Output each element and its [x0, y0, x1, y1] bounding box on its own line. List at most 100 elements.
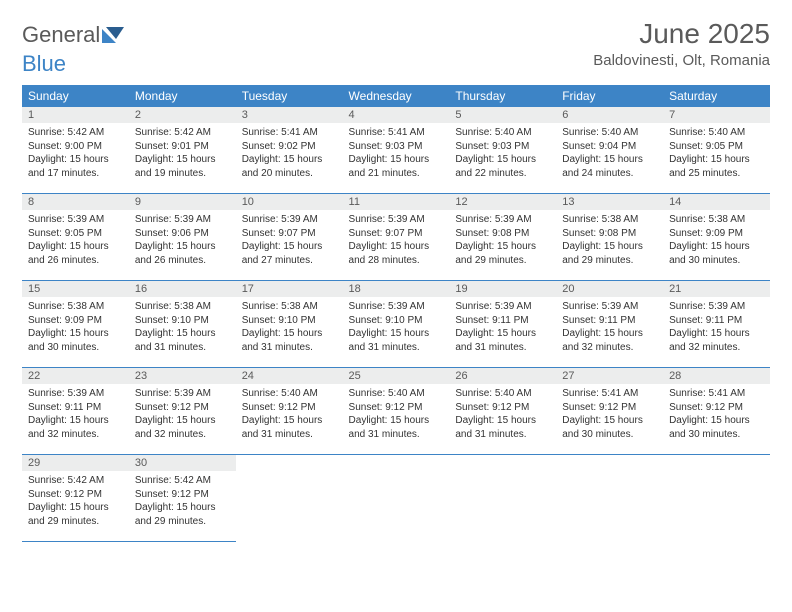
calendar-cell: 11Sunrise: 5:39 AMSunset: 9:07 PMDayligh…	[343, 194, 450, 281]
logo: General	[22, 22, 124, 48]
day-d2: and 27 minutes.	[242, 254, 337, 268]
day-number: 25	[343, 368, 450, 384]
calendar-row: 22Sunrise: 5:39 AMSunset: 9:11 PMDayligh…	[22, 368, 770, 455]
day-ss: Sunset: 9:07 PM	[349, 227, 444, 241]
day-header: Tuesday	[236, 85, 343, 107]
day-sr: Sunrise: 5:40 AM	[455, 126, 550, 140]
calendar-cell: 27Sunrise: 5:41 AMSunset: 9:12 PMDayligh…	[556, 368, 663, 455]
day-body: Sunrise: 5:39 AMSunset: 9:07 PMDaylight:…	[343, 210, 450, 271]
day-sr: Sunrise: 5:41 AM	[242, 126, 337, 140]
day-d1: Daylight: 15 hours	[349, 414, 444, 428]
day-ss: Sunset: 9:04 PM	[562, 140, 657, 154]
calendar-cell: 25Sunrise: 5:40 AMSunset: 9:12 PMDayligh…	[343, 368, 450, 455]
day-sr: Sunrise: 5:42 AM	[135, 126, 230, 140]
day-d2: and 29 minutes.	[455, 254, 550, 268]
calendar-row: 1Sunrise: 5:42 AMSunset: 9:00 PMDaylight…	[22, 107, 770, 194]
day-number: 16	[129, 281, 236, 297]
day-ss: Sunset: 9:05 PM	[669, 140, 764, 154]
day-d1: Daylight: 15 hours	[455, 240, 550, 254]
day-sr: Sunrise: 5:38 AM	[562, 213, 657, 227]
day-d2: and 31 minutes.	[349, 341, 444, 355]
day-body: Sunrise: 5:38 AMSunset: 9:10 PMDaylight:…	[236, 297, 343, 358]
day-body: Sunrise: 5:41 AMSunset: 9:02 PMDaylight:…	[236, 123, 343, 184]
day-d2: and 24 minutes.	[562, 167, 657, 181]
calendar-cell: 12Sunrise: 5:39 AMSunset: 9:08 PMDayligh…	[449, 194, 556, 281]
calendar-cell: 2Sunrise: 5:42 AMSunset: 9:01 PMDaylight…	[129, 107, 236, 194]
day-d2: and 21 minutes.	[349, 167, 444, 181]
day-sr: Sunrise: 5:41 AM	[669, 387, 764, 401]
day-d2: and 31 minutes.	[455, 341, 550, 355]
day-ss: Sunset: 9:11 PM	[28, 401, 123, 415]
calendar-cell: 3Sunrise: 5:41 AMSunset: 9:02 PMDaylight…	[236, 107, 343, 194]
day-body: Sunrise: 5:38 AMSunset: 9:08 PMDaylight:…	[556, 210, 663, 271]
day-sr: Sunrise: 5:39 AM	[28, 213, 123, 227]
day-d2: and 25 minutes.	[669, 167, 764, 181]
calendar-cell: 22Sunrise: 5:39 AMSunset: 9:11 PMDayligh…	[22, 368, 129, 455]
calendar-cell	[236, 455, 343, 542]
calendar-cell: 18Sunrise: 5:39 AMSunset: 9:10 PMDayligh…	[343, 281, 450, 368]
day-body: Sunrise: 5:40 AMSunset: 9:05 PMDaylight:…	[663, 123, 770, 184]
day-ss: Sunset: 9:12 PM	[135, 488, 230, 502]
day-ss: Sunset: 9:00 PM	[28, 140, 123, 154]
day-d1: Daylight: 15 hours	[135, 501, 230, 515]
day-d1: Daylight: 15 hours	[135, 153, 230, 167]
day-body: Sunrise: 5:41 AMSunset: 9:12 PMDaylight:…	[663, 384, 770, 445]
day-body: Sunrise: 5:40 AMSunset: 9:04 PMDaylight:…	[556, 123, 663, 184]
day-d1: Daylight: 15 hours	[28, 240, 123, 254]
day-body: Sunrise: 5:39 AMSunset: 9:07 PMDaylight:…	[236, 210, 343, 271]
day-body: Sunrise: 5:42 AMSunset: 9:01 PMDaylight:…	[129, 123, 236, 184]
calendar-cell: 26Sunrise: 5:40 AMSunset: 9:12 PMDayligh…	[449, 368, 556, 455]
day-number: 11	[343, 194, 450, 210]
day-d1: Daylight: 15 hours	[135, 240, 230, 254]
day-header: Monday	[129, 85, 236, 107]
day-ss: Sunset: 9:12 PM	[28, 488, 123, 502]
day-ss: Sunset: 9:02 PM	[242, 140, 337, 154]
calendar-cell: 14Sunrise: 5:38 AMSunset: 9:09 PMDayligh…	[663, 194, 770, 281]
day-d1: Daylight: 15 hours	[349, 153, 444, 167]
day-body: Sunrise: 5:40 AMSunset: 9:12 PMDaylight:…	[343, 384, 450, 445]
day-sr: Sunrise: 5:41 AM	[349, 126, 444, 140]
day-header: Sunday	[22, 85, 129, 107]
day-d1: Daylight: 15 hours	[669, 240, 764, 254]
day-number: 4	[343, 107, 450, 123]
day-d1: Daylight: 15 hours	[349, 240, 444, 254]
calendar-cell: 9Sunrise: 5:39 AMSunset: 9:06 PMDaylight…	[129, 194, 236, 281]
day-ss: Sunset: 9:03 PM	[455, 140, 550, 154]
day-ss: Sunset: 9:12 PM	[242, 401, 337, 415]
day-sr: Sunrise: 5:39 AM	[669, 300, 764, 314]
day-d2: and 32 minutes.	[562, 341, 657, 355]
day-ss: Sunset: 9:12 PM	[455, 401, 550, 415]
day-number: 27	[556, 368, 663, 384]
month-title: June 2025	[593, 18, 770, 50]
day-ss: Sunset: 9:12 PM	[135, 401, 230, 415]
day-d2: and 29 minutes.	[562, 254, 657, 268]
day-d1: Daylight: 15 hours	[562, 240, 657, 254]
day-number: 15	[22, 281, 129, 297]
day-number: 12	[449, 194, 556, 210]
logo-flag-icon	[102, 27, 124, 43]
day-sr: Sunrise: 5:39 AM	[455, 213, 550, 227]
day-sr: Sunrise: 5:39 AM	[455, 300, 550, 314]
day-sr: Sunrise: 5:38 AM	[28, 300, 123, 314]
day-number: 14	[663, 194, 770, 210]
day-body: Sunrise: 5:39 AMSunset: 9:12 PMDaylight:…	[129, 384, 236, 445]
calendar-cell	[343, 455, 450, 542]
day-d2: and 32 minutes.	[135, 428, 230, 442]
calendar-cell: 15Sunrise: 5:38 AMSunset: 9:09 PMDayligh…	[22, 281, 129, 368]
day-ss: Sunset: 9:05 PM	[28, 227, 123, 241]
day-sr: Sunrise: 5:39 AM	[28, 387, 123, 401]
day-ss: Sunset: 9:08 PM	[562, 227, 657, 241]
day-d1: Daylight: 15 hours	[562, 153, 657, 167]
day-number: 3	[236, 107, 343, 123]
calendar-cell: 10Sunrise: 5:39 AMSunset: 9:07 PMDayligh…	[236, 194, 343, 281]
day-sr: Sunrise: 5:42 AM	[28, 126, 123, 140]
day-d2: and 20 minutes.	[242, 167, 337, 181]
calendar-cell: 23Sunrise: 5:39 AMSunset: 9:12 PMDayligh…	[129, 368, 236, 455]
day-d2: and 17 minutes.	[28, 167, 123, 181]
calendar-cell: 21Sunrise: 5:39 AMSunset: 9:11 PMDayligh…	[663, 281, 770, 368]
calendar-cell	[556, 455, 663, 542]
day-d2: and 30 minutes.	[669, 254, 764, 268]
day-sr: Sunrise: 5:40 AM	[455, 387, 550, 401]
day-d2: and 29 minutes.	[28, 515, 123, 529]
day-body: Sunrise: 5:41 AMSunset: 9:03 PMDaylight:…	[343, 123, 450, 184]
